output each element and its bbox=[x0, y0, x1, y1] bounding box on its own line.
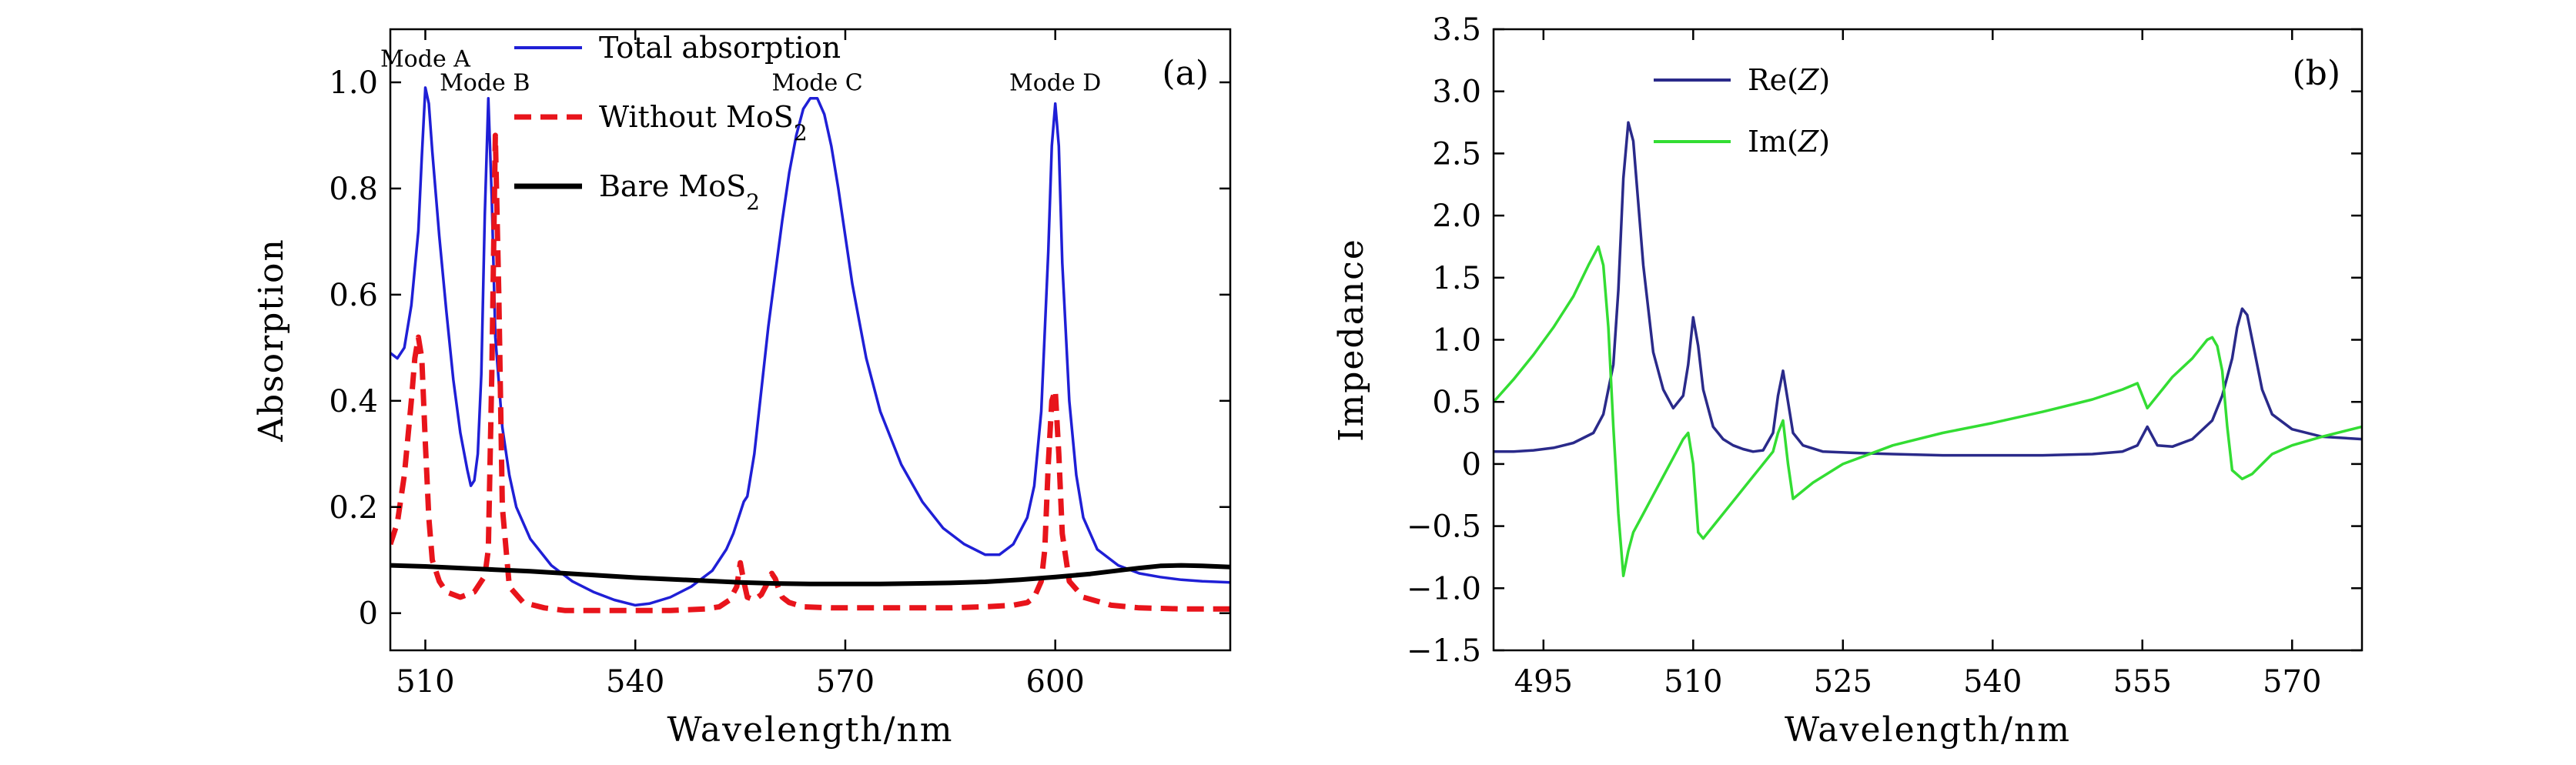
annotation-mode-b: Mode B bbox=[440, 69, 530, 96]
x-tick-label: 510 bbox=[1664, 664, 1722, 700]
x-tick-label: 495 bbox=[1514, 664, 1573, 700]
y-tick-label: 1.0 bbox=[1432, 323, 1481, 359]
y-tick-label: 0.2 bbox=[329, 490, 378, 526]
plot-frame bbox=[389, 28, 1232, 652]
y-tick-label: −1.0 bbox=[1407, 571, 1481, 606]
y-tick-label: 2.5 bbox=[1432, 136, 1481, 172]
annotation-mode-c: Mode C bbox=[771, 69, 862, 96]
legend-label-without-mos2: Without MoS2 bbox=[599, 100, 808, 145]
y-axis-title: Absorption bbox=[252, 238, 291, 443]
legend-label-re-z: Re(Z) bbox=[1748, 63, 1830, 97]
x-tick-label: 510 bbox=[396, 664, 454, 700]
legend-label-im-z: Im(Z) bbox=[1748, 125, 1830, 159]
y-tick-label: 0.8 bbox=[329, 172, 378, 207]
y-tick-label: 0.5 bbox=[1432, 385, 1481, 420]
y-tick-label: 0.4 bbox=[329, 384, 378, 419]
legend: Re(Z) Im(Z) bbox=[1654, 63, 1830, 159]
legend-label-bare-mos2: Bare MoS2 bbox=[599, 169, 760, 215]
x-tick-label: 555 bbox=[2113, 664, 2172, 700]
x-tick-label: 540 bbox=[1963, 664, 2022, 700]
panel-label: (b) bbox=[2293, 54, 2341, 93]
x-tick-label: 525 bbox=[1814, 664, 1872, 700]
series-line-re-z bbox=[1494, 121, 2362, 457]
series-group bbox=[1494, 121, 2362, 577]
y-tick-label: −1.5 bbox=[1407, 633, 1481, 669]
y-tick-label: −0.5 bbox=[1407, 509, 1481, 545]
y-axis-title: Impedance bbox=[1332, 238, 1371, 442]
x-tick-label: 570 bbox=[816, 664, 875, 700]
legend: Total absorption Without MoS2 Bare MoS2 bbox=[514, 31, 841, 215]
annotation-mode-a: Mode A bbox=[380, 45, 470, 72]
y-tick-label: 0 bbox=[1462, 447, 1481, 483]
legend-label-total-absorption: Total absorption bbox=[599, 31, 841, 65]
y-tick-label: 3.0 bbox=[1432, 75, 1481, 110]
annotation-mode-d: Mode D bbox=[1009, 69, 1101, 96]
panel-label: (a) bbox=[1162, 54, 1209, 93]
y-tick-label: 1.5 bbox=[1432, 261, 1481, 296]
x-axis-title: Wavelength/nm bbox=[667, 710, 953, 750]
x-tick-label: 540 bbox=[606, 664, 664, 700]
y-tick-label: 0 bbox=[359, 596, 378, 632]
x-tick-label: 570 bbox=[2263, 664, 2321, 700]
y-tick-label: 2.0 bbox=[1432, 199, 1481, 234]
y-tick-label: 1.0 bbox=[329, 65, 378, 101]
series-line-total-absorption bbox=[390, 86, 1230, 607]
y-tick-label: 0.6 bbox=[329, 278, 378, 313]
panel-a-absorption-chart: 510 540 570 600 0 0.2 0.4 0.6 0.8 1.0 Wavelength/n… bbox=[252, 28, 1232, 750]
plot-frame bbox=[1492, 28, 2364, 652]
series-line-without-mos2 bbox=[390, 132, 1230, 613]
series-line-bare-mos2 bbox=[390, 563, 1230, 586]
x-axis-title: Wavelength/nm bbox=[1785, 710, 2071, 750]
y-tick-label: 3.5 bbox=[1432, 12, 1481, 48]
x-tick-label: 600 bbox=[1026, 664, 1085, 700]
series-group bbox=[390, 86, 1230, 613]
series-line-im-z bbox=[1494, 245, 2362, 577]
panel-b-impedance-chart: 495 510 525 540 555 570 −1.5 −1.0 −0.5 0 0.5 1.0 1.5… bbox=[1332, 12, 2364, 750]
